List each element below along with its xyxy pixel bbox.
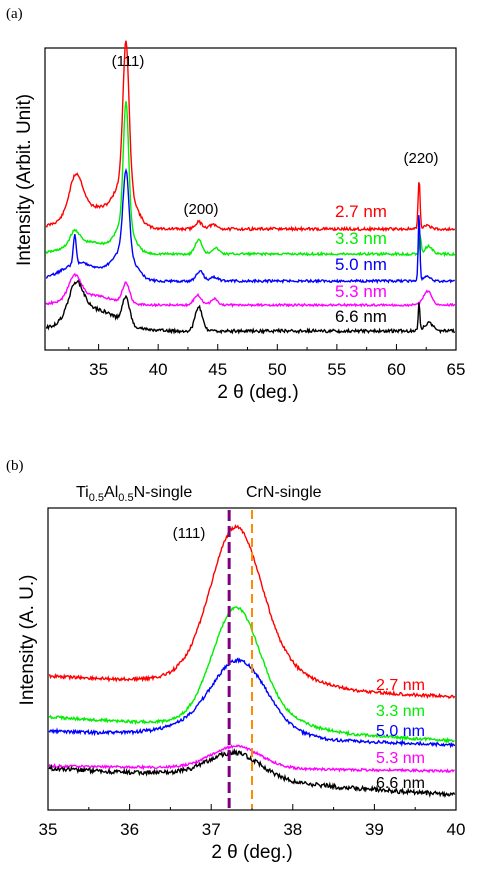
chart-a-series-line	[45, 167, 455, 285]
ref-label-sub1: 0.5	[89, 492, 104, 504]
chart-a-annotation-111: (111)	[112, 53, 145, 70]
chart-a-frame	[44, 47, 457, 351]
chart-a-series-line	[46, 279, 455, 335]
chart-b-legend-label: 6.6 nm	[376, 775, 425, 792]
chart-b-legend-label: 2.7 nm	[376, 677, 425, 694]
chart-b-legend: 2.7 nm 3.3 nm 5.0 nm 5.3 nm 6.6 nm	[376, 677, 425, 792]
panel-label-a: (a)	[6, 6, 23, 22]
ref-label-sub2: 0.5	[118, 492, 133, 504]
panel-label-b: (b)	[6, 458, 24, 474]
chart-b-x-tick-label: 37	[202, 820, 221, 839]
chart-b-x-tick-label: 38	[283, 820, 302, 839]
chart-a-x-tick-label: 65	[447, 360, 466, 379]
chart-b-ylabel: Intensity (A. U.)	[17, 575, 38, 706]
chart-b-x-tick-label: 35	[39, 820, 58, 839]
chart-b-legend-label: 3.3 nm	[376, 703, 425, 720]
chart-a-annotation-220: (220)	[403, 150, 438, 167]
chart-a-x-tick-label: 45	[208, 360, 227, 379]
chart-b-x-tick-label: 39	[365, 820, 384, 839]
chart-b-x-tick-label: 36	[120, 820, 139, 839]
chart-a-legend-label: 5.0 nm	[335, 255, 387, 274]
chart-a-x-tick-label: 35	[89, 360, 108, 379]
chart-b-legend-label: 5.3 nm	[376, 750, 425, 767]
chart-a-annotation-200: (200)	[183, 201, 218, 218]
chart-a-series-line	[45, 272, 456, 308]
chart-b-x-tick-label: 40	[447, 820, 466, 839]
reference-label-tialn: Ti0.5Al0.5N-single	[76, 484, 192, 504]
chart-b-series-line	[48, 747, 456, 799]
chart-a-legend: 2.7 nm 3.3 nm 5.0 nm 5.3 nm 6.6 nm	[335, 202, 387, 326]
chart-a-x-ticks: 35 40 45 50 55 60 65	[68, 344, 466, 379]
ref-label-ti: Ti	[76, 484, 89, 501]
reference-label-crn: CrN-single	[246, 484, 322, 501]
ref-label-end: N-single	[134, 484, 193, 501]
chart-b-annotation-111: (111)	[173, 525, 206, 542]
chart-b-xlabel: 2 θ (deg.)	[211, 842, 292, 863]
chart-a-legend-label: 5.3 nm	[335, 282, 387, 301]
chart-b: 35 36 37 38 39 40 Ti0.5Al0.5N-single CrN-sing…	[17, 484, 465, 863]
chart-a-x-tick-label: 50	[268, 360, 287, 379]
chart-a-legend-label: 2.7 nm	[335, 202, 387, 221]
chart-a-x-tick-label: 40	[149, 360, 168, 379]
chart-a-legend-label: 3.3 nm	[335, 229, 387, 248]
ref-label-al: Al	[104, 484, 118, 501]
chart-a-series-line	[45, 40, 456, 233]
chart-b-legend-label: 5.0 nm	[376, 723, 425, 740]
chart-a-x-tick-label: 55	[327, 360, 346, 379]
chart-b-x-ticks: 35 36 37 38 39 40	[39, 804, 466, 839]
chart-a-series	[45, 40, 456, 335]
chart-a-x-tick-label: 60	[387, 360, 406, 379]
chart-a-ylabel: Intensity (Arbit. Unit)	[14, 94, 35, 266]
chart-a-xlabel: 2 θ (deg.)	[217, 382, 298, 403]
chart-a-legend-label: 6.6 nm	[335, 307, 387, 326]
chart-a: 35 40 45 50 55 60 65 (111) (200) (220) 2.7 nm 3…	[14, 40, 466, 403]
chart-a-series-line	[45, 101, 456, 258]
